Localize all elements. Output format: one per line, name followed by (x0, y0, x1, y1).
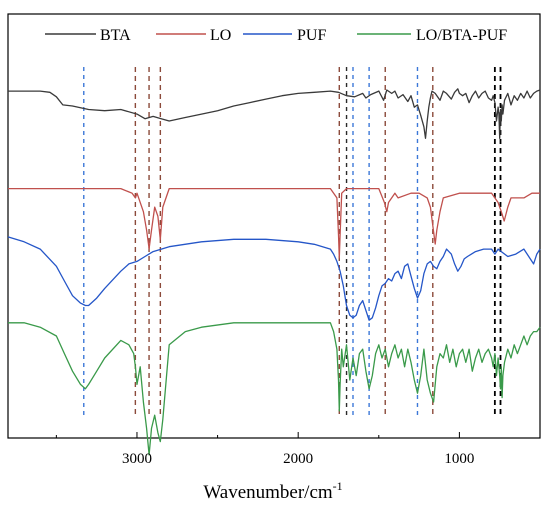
legend-label-lo-bta-puf: LO/BTA-PUF (416, 27, 507, 44)
series-line-lo (8, 187, 540, 259)
x-tick-label-3000: 3000 (122, 451, 152, 467)
legend-label-lo: LO (210, 27, 231, 44)
x-axis-ticks: 3000 2000 1000 (55, 432, 474, 467)
reference-lines (83, 67, 502, 418)
series-group (7, 88, 541, 456)
series-line-bta (8, 88, 541, 139)
legend: BTA LO PUF LO/BTA-PUF (45, 27, 507, 44)
series-line-puf (7, 236, 541, 321)
x-axis-title-superscript: -1 (333, 479, 343, 493)
plot-frame (7, 13, 541, 439)
series-line-lo-bta-puf (8, 322, 541, 456)
x-axis-title: Wavenumber/cm-1 (203, 479, 342, 503)
legend-label-bta: BTA (100, 27, 131, 44)
x-tick-label-2000: 2000 (283, 451, 313, 467)
x-tick-label-1000: 1000 (444, 451, 474, 467)
legend-label-puf: PUF (297, 27, 326, 44)
